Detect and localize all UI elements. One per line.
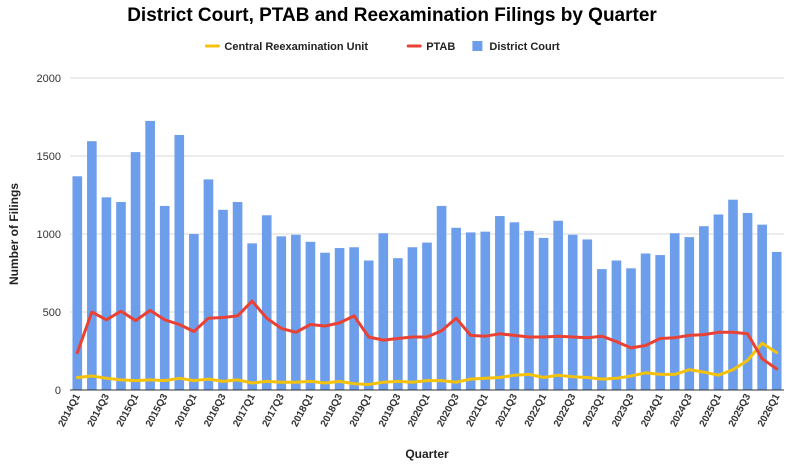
bar bbox=[524, 230, 534, 390]
x-tick-label: 2024Q3 bbox=[669, 392, 696, 429]
bar bbox=[378, 233, 389, 390]
bar bbox=[742, 212, 753, 390]
x-tick-label: 2015Q3 bbox=[144, 392, 171, 429]
x-tick-label: 2020Q3 bbox=[435, 392, 462, 429]
bar bbox=[597, 269, 607, 390]
bar bbox=[567, 234, 578, 390]
x-tick-label: 2020Q1 bbox=[406, 392, 433, 429]
bar bbox=[72, 176, 83, 390]
x-tick-label: 2023Q1 bbox=[581, 392, 608, 429]
x-tick-label: 2019Q1 bbox=[348, 392, 375, 429]
y-axis-label: Number of Filings bbox=[7, 183, 21, 285]
x-tick-label: 2016Q3 bbox=[202, 392, 229, 429]
bar bbox=[669, 233, 680, 390]
bar bbox=[203, 179, 214, 390]
bar bbox=[422, 242, 432, 390]
chart-title: District Court, PTAB and Reexamination F… bbox=[127, 5, 657, 26]
x-tick-label: 2024Q1 bbox=[639, 392, 666, 429]
x-tick-label: 2026Q1 bbox=[756, 392, 783, 429]
x-tick-label: 2017Q3 bbox=[261, 392, 288, 429]
bar bbox=[553, 220, 563, 390]
bar bbox=[232, 202, 243, 390]
line-series bbox=[75, 299, 779, 386]
x-tick-label: 2019Q3 bbox=[377, 392, 404, 429]
bar bbox=[436, 205, 447, 390]
bar bbox=[218, 209, 228, 390]
series-line bbox=[75, 299, 779, 371]
bar bbox=[247, 243, 257, 390]
y-axis-ticks: 0 500 1000 1500 2000 bbox=[37, 73, 61, 397]
bar bbox=[509, 222, 520, 390]
bar bbox=[771, 251, 782, 390]
bar bbox=[291, 234, 301, 390]
bar bbox=[407, 247, 418, 390]
legend: Central Reexamination Unit PTAB District C… bbox=[204, 41, 560, 53]
bar bbox=[393, 258, 403, 390]
x-tick-label: 2014Q1 bbox=[57, 392, 84, 429]
x-axis-label: Quarter bbox=[405, 447, 449, 461]
bar bbox=[101, 197, 112, 390]
legend-label: PTAB bbox=[426, 41, 455, 53]
bar-series bbox=[72, 120, 782, 391]
legend-swatch bbox=[472, 41, 483, 51]
bar bbox=[611, 260, 622, 390]
y-tick-label: 1000 bbox=[37, 229, 61, 241]
y-tick-label: 2000 bbox=[37, 73, 61, 85]
x-tick-label: 2015Q1 bbox=[115, 392, 142, 429]
bar bbox=[116, 202, 126, 390]
x-tick-label: 2018Q1 bbox=[290, 392, 317, 429]
series-line bbox=[75, 341, 779, 386]
x-tick-label: 2021Q3 bbox=[494, 392, 521, 429]
x-tick-label: 2014Q3 bbox=[86, 392, 113, 429]
bar bbox=[480, 231, 491, 390]
bar bbox=[699, 226, 709, 390]
x-tick-label: 2023Q3 bbox=[610, 392, 637, 429]
x-tick-label: 2016Q1 bbox=[173, 392, 200, 429]
bar bbox=[87, 141, 97, 390]
bar bbox=[538, 237, 549, 390]
bar bbox=[159, 205, 170, 390]
bar bbox=[145, 120, 155, 391]
x-tick-label: 2018Q3 bbox=[319, 392, 346, 429]
bar bbox=[451, 227, 461, 390]
legend-label: Central Reexamination Unit bbox=[224, 41, 368, 53]
bar bbox=[174, 134, 185, 390]
bar bbox=[713, 214, 724, 390]
bar bbox=[130, 152, 141, 390]
bar bbox=[757, 224, 767, 390]
x-tick-label: 2017Q1 bbox=[231, 392, 258, 429]
bar bbox=[626, 268, 636, 390]
x-axis-ticks: 2014Q1 2014Q3 2015Q1 2015Q3 2016Q1 2016Q3 2017… bbox=[57, 392, 783, 429]
bar bbox=[334, 248, 345, 390]
bar bbox=[261, 215, 272, 390]
x-tick-label: 2025Q1 bbox=[698, 392, 725, 429]
y-tick-label: 500 bbox=[43, 307, 61, 319]
y-tick-label: 0 bbox=[55, 385, 61, 397]
y-tick-label: 1500 bbox=[37, 151, 61, 163]
bar bbox=[728, 199, 738, 390]
bar bbox=[363, 260, 374, 390]
bar bbox=[640, 253, 651, 390]
bar bbox=[189, 234, 199, 390]
bar bbox=[495, 216, 505, 390]
bar bbox=[582, 239, 593, 390]
bar bbox=[465, 232, 476, 390]
bar bbox=[684, 237, 695, 390]
x-tick-label: 2022Q3 bbox=[552, 392, 579, 429]
bar bbox=[349, 247, 359, 390]
x-tick-label: 2025Q3 bbox=[727, 392, 754, 429]
x-tick-label: 2021Q1 bbox=[465, 392, 492, 429]
bar bbox=[276, 236, 287, 390]
bar bbox=[305, 241, 316, 390]
x-tick-label: 2022Q1 bbox=[523, 392, 550, 429]
bar bbox=[320, 252, 330, 390]
bar bbox=[655, 255, 665, 390]
legend-label: District Court bbox=[489, 41, 560, 53]
